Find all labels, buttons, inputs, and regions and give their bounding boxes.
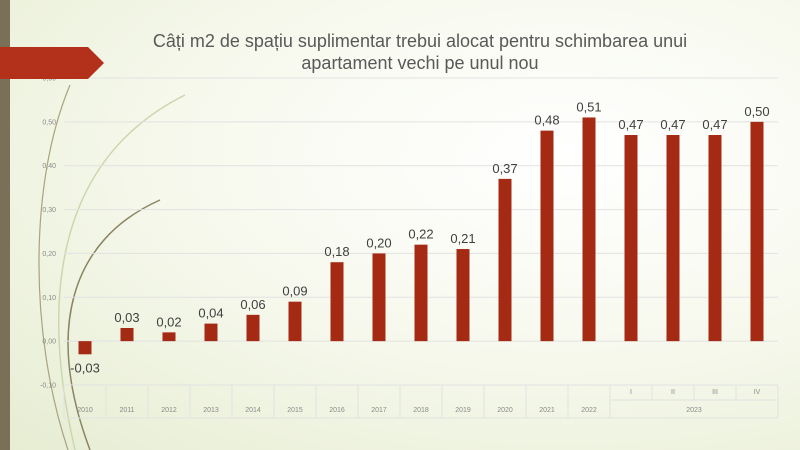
y-tick-label: -0,10	[40, 383, 56, 390]
x-tick-label: 2010	[77, 407, 93, 414]
title-arrow-shape	[0, 47, 104, 79]
x-tick-label: I	[630, 389, 632, 396]
y-tick-label: 0,50	[42, 119, 56, 126]
y-axis: -0,10 0,00 0,10 0,20 0,30 0,40 0,50 0,60	[40, 76, 56, 390]
bar	[372, 253, 386, 342]
x-tick-label: 2018	[413, 407, 429, 414]
bar	[78, 341, 92, 355]
bar	[414, 244, 428, 342]
x-group-label: 2023	[686, 407, 702, 414]
bar	[120, 327, 134, 342]
chart-title: Câți m2 de spațiu suplimentar trebui alo…	[120, 30, 720, 74]
x-tick-label: 2013	[203, 407, 219, 414]
chart-title-line-1: Câți m2 de spațiu suplimentar trebui alo…	[152, 31, 688, 51]
data-label: 0,04	[198, 306, 223, 321]
bar	[162, 332, 176, 342]
bar	[498, 178, 512, 342]
x-tick-label: 2015	[287, 407, 303, 414]
data-label: -0,03	[70, 360, 100, 375]
bar	[750, 121, 764, 342]
data-label: 0,47	[660, 117, 685, 132]
bar	[288, 301, 302, 342]
data-label: 0,06	[240, 297, 265, 312]
x-tick-label: III	[712, 389, 718, 396]
data-label: 0,22	[408, 227, 433, 242]
bar	[204, 323, 218, 342]
x-tick-label: 2012	[161, 407, 177, 414]
x-tick-label: 2014	[245, 407, 261, 414]
data-label: 0,47	[702, 117, 727, 132]
x-tick-label: 2017	[371, 407, 387, 414]
x-tick-label: 2019	[455, 407, 471, 414]
x-tick-label: 2011	[119, 407, 134, 414]
bar	[624, 135, 638, 342]
bar	[330, 262, 344, 342]
data-label: 0,21	[450, 231, 475, 246]
bar	[246, 314, 260, 342]
data-label: 0,20	[366, 235, 391, 250]
data-label: 0,48	[534, 113, 559, 128]
data-label: 0,51	[576, 99, 601, 114]
y-tick-label: 0,40	[42, 163, 56, 170]
y-tick-label: 0,60	[42, 76, 56, 83]
bar	[666, 135, 680, 342]
x-tick-label: IV	[754, 389, 761, 396]
data-label: 0,37	[492, 161, 517, 176]
y-tick-label: 0,30	[42, 207, 56, 214]
grid-lines	[64, 77, 778, 386]
x-axis: 2010 2011 2012 2013 2014 2015 2016 2017 2018 2019…	[63, 385, 779, 419]
data-label: 0,50	[744, 104, 769, 119]
bars	[78, 117, 764, 355]
decorative-curves	[38, 84, 186, 450]
bar	[540, 130, 554, 342]
chart-title-line-2: apartament vechi pe unul nou	[301, 53, 539, 73]
bar	[456, 249, 470, 342]
x-tick-label: 2016	[329, 407, 345, 414]
data-label: 0,18	[324, 244, 349, 259]
data-labels: -0,03 0,03 0,02 0,04 0,06 0,09 0,18 0,20 0,22 0,2…	[70, 99, 769, 375]
x-tick-label: II	[671, 389, 675, 396]
x-tick-label: 2022	[581, 407, 597, 414]
left-sidebar-bar	[0, 0, 10, 450]
data-label: 0,02	[156, 314, 181, 329]
data-label: 0,09	[282, 284, 307, 299]
bar	[708, 135, 722, 342]
y-tick-label: 0,10	[42, 295, 56, 302]
data-label: 0,47	[618, 117, 643, 132]
y-tick-label: 0,00	[42, 339, 56, 346]
x-tick-label: 2020	[497, 407, 513, 414]
y-tick-label: 0,20	[42, 251, 56, 258]
x-tick-label: 2021	[539, 407, 555, 414]
bar	[582, 117, 596, 342]
data-label: 0,03	[114, 310, 139, 325]
